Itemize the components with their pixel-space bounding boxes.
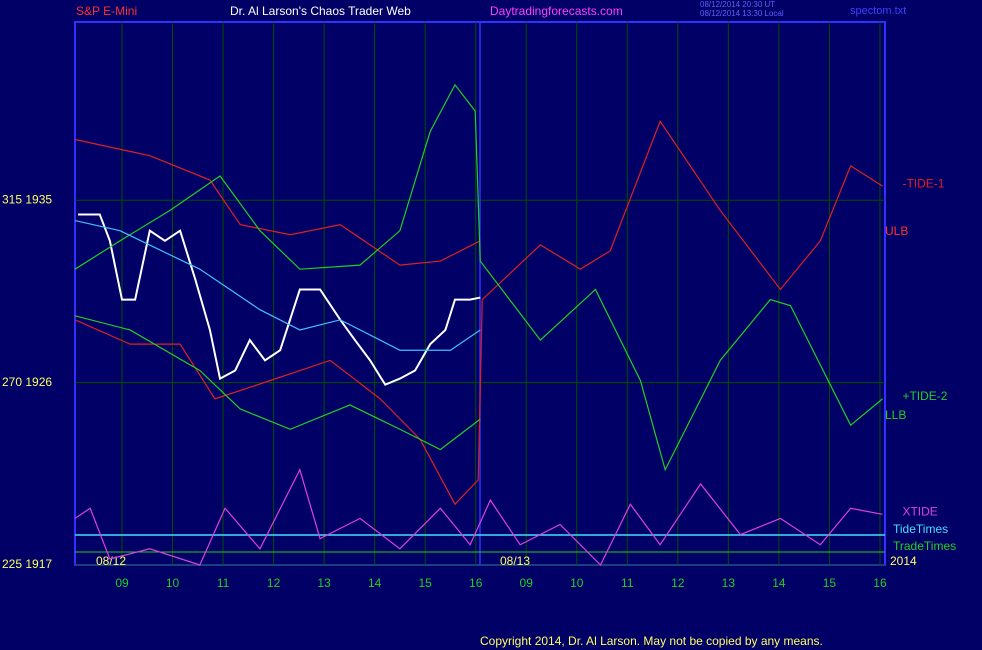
file-name: spectom.txt bbox=[850, 5, 906, 17]
x-tick-label: 11 bbox=[217, 576, 230, 590]
timestamp: 08/12/2014 13:30 Local bbox=[700, 9, 784, 18]
date-label: 2014 bbox=[890, 554, 917, 568]
series-line bbox=[74, 219, 481, 351]
subtitle: S&P E-Mini bbox=[76, 4, 137, 18]
timestamp: 08/12/2014 20:30 UT bbox=[700, 0, 775, 9]
x-tick-label: 16 bbox=[873, 576, 887, 590]
x-tick-label: 15 bbox=[823, 576, 837, 590]
x-tick-label: 16 bbox=[469, 576, 483, 590]
chart-title: Dr. Al Larson's Chaos Trader Web bbox=[230, 4, 411, 18]
x-tick-label: 09 bbox=[115, 576, 129, 590]
annotation: ULB bbox=[885, 224, 908, 238]
x-tick-label: 12 bbox=[671, 576, 685, 590]
x-tick-label: 14 bbox=[772, 576, 786, 590]
annotation: TradeTimes bbox=[893, 539, 956, 553]
footer: Copyright 2014, Dr. Al Larson. May not b… bbox=[480, 634, 823, 648]
x-tick-label: 15 bbox=[418, 576, 432, 590]
x-tick-label: 09 bbox=[520, 576, 534, 590]
x-tick-label: 13 bbox=[722, 576, 736, 590]
x-tick-label: 10 bbox=[570, 576, 584, 590]
x-tick-label: 10 bbox=[166, 576, 180, 590]
series-line bbox=[78, 213, 481, 386]
x-tick-label: 13 bbox=[317, 576, 331, 590]
series-label: +TIDE-2 bbox=[902, 389, 947, 403]
series-line bbox=[74, 138, 481, 266]
series-line bbox=[74, 119, 883, 506]
x-tick-label: 11 bbox=[621, 576, 634, 590]
date-label: 08/12 bbox=[96, 554, 126, 568]
x-tick-label: 14 bbox=[368, 576, 382, 590]
y-tick-label: 270 1926 bbox=[2, 375, 52, 389]
y-tick-label: 315 1935 bbox=[2, 192, 52, 206]
annotation: LLB bbox=[885, 408, 906, 422]
series-label: -TIDE-1 bbox=[902, 176, 944, 190]
series-label: XTIDE bbox=[902, 505, 937, 519]
annotation: TideTimes bbox=[893, 522, 948, 536]
x-tick-label: 12 bbox=[267, 576, 281, 590]
site: Daytradingforecasts.com bbox=[490, 4, 623, 18]
series-line bbox=[74, 468, 883, 567]
date-label: 08/13 bbox=[500, 554, 530, 568]
series-line bbox=[74, 315, 481, 451]
series-line bbox=[74, 83, 883, 472]
y-tick-label: 225 1917 bbox=[2, 557, 52, 571]
